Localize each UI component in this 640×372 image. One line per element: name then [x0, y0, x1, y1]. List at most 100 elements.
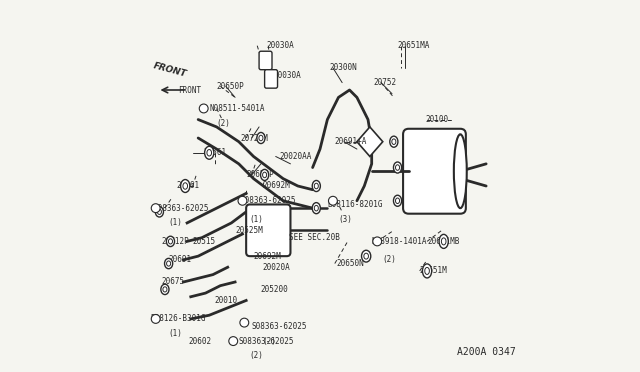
- Ellipse shape: [163, 287, 167, 292]
- Ellipse shape: [157, 209, 161, 214]
- Text: 20692M: 20692M: [253, 251, 282, 261]
- Text: 20651M: 20651M: [420, 266, 447, 275]
- Text: 20692M: 20692M: [263, 182, 291, 190]
- Text: S: S: [231, 337, 236, 342]
- Text: 20561: 20561: [176, 182, 199, 190]
- Text: B: B: [153, 315, 158, 320]
- Text: 20030A: 20030A: [266, 41, 294, 50]
- Ellipse shape: [164, 259, 173, 269]
- Text: (1): (1): [250, 215, 264, 224]
- Polygon shape: [357, 127, 383, 157]
- Ellipse shape: [183, 183, 188, 189]
- Text: 20010: 20010: [215, 296, 238, 305]
- Text: FRONT: FRONT: [178, 86, 201, 94]
- Text: 20675: 20675: [161, 278, 184, 286]
- Circle shape: [238, 196, 247, 205]
- Ellipse shape: [314, 205, 318, 211]
- Text: (1): (1): [168, 218, 182, 227]
- Ellipse shape: [161, 284, 169, 295]
- Ellipse shape: [207, 150, 212, 156]
- Text: FRONT: FRONT: [153, 61, 188, 79]
- Text: 20722M: 20722M: [241, 134, 268, 142]
- Text: 205200: 205200: [261, 285, 289, 294]
- Text: 20651MB: 20651MB: [427, 237, 460, 246]
- Ellipse shape: [312, 203, 321, 214]
- Text: N: N: [201, 105, 206, 110]
- Text: S08363-62025: S08363-62025: [239, 337, 294, 346]
- Ellipse shape: [422, 264, 432, 278]
- Ellipse shape: [431, 134, 445, 208]
- Ellipse shape: [392, 139, 396, 144]
- Text: S08363-62025: S08363-62025: [252, 322, 307, 331]
- Ellipse shape: [364, 253, 369, 259]
- Ellipse shape: [442, 238, 446, 245]
- FancyBboxPatch shape: [403, 129, 466, 214]
- Ellipse shape: [259, 135, 263, 141]
- Text: (2): (2): [250, 351, 264, 360]
- Ellipse shape: [390, 136, 398, 147]
- Text: 20650P: 20650P: [246, 170, 274, 179]
- Text: S08363-62025: S08363-62025: [241, 196, 296, 205]
- Circle shape: [328, 196, 337, 205]
- Ellipse shape: [168, 239, 173, 244]
- FancyBboxPatch shape: [259, 51, 272, 70]
- Ellipse shape: [260, 169, 269, 180]
- Ellipse shape: [362, 250, 371, 262]
- Text: S: S: [331, 197, 335, 202]
- Ellipse shape: [180, 180, 190, 192]
- Text: 20691+A: 20691+A: [335, 137, 367, 146]
- Text: (2): (2): [216, 119, 230, 128]
- Circle shape: [151, 314, 160, 323]
- Ellipse shape: [394, 195, 401, 206]
- Text: N: N: [374, 238, 380, 243]
- Ellipse shape: [156, 207, 163, 217]
- Ellipse shape: [205, 146, 214, 159]
- Text: 20602: 20602: [189, 337, 212, 346]
- FancyBboxPatch shape: [264, 70, 278, 88]
- Ellipse shape: [439, 234, 448, 248]
- Text: 20515: 20515: [193, 237, 216, 246]
- Text: B08126-B301G: B08126-B301G: [150, 314, 205, 323]
- Text: 20525M: 20525M: [235, 226, 263, 235]
- Text: 20651MA: 20651MA: [397, 41, 430, 50]
- Circle shape: [229, 337, 237, 346]
- Text: 20691: 20691: [168, 255, 192, 264]
- Text: B08116-8201G: B08116-8201G: [328, 200, 383, 209]
- Text: A200A 0347: A200A 0347: [456, 347, 515, 357]
- Text: 20020AA: 20020AA: [280, 152, 312, 161]
- Text: 20712P: 20712P: [161, 237, 189, 246]
- Ellipse shape: [166, 261, 171, 266]
- Text: 20300N: 20300N: [329, 63, 357, 72]
- Text: SEE SEC.20B: SEE SEC.20B: [289, 233, 339, 242]
- Text: (2): (2): [383, 255, 397, 264]
- Text: 20650P: 20650P: [216, 82, 244, 91]
- Circle shape: [372, 237, 381, 246]
- Ellipse shape: [396, 198, 399, 203]
- Ellipse shape: [166, 236, 175, 247]
- Text: N08511-5401A: N08511-5401A: [209, 104, 265, 113]
- Ellipse shape: [257, 132, 265, 144]
- Text: (2): (2): [263, 337, 276, 346]
- Ellipse shape: [425, 267, 429, 275]
- Text: S: S: [242, 319, 246, 324]
- Circle shape: [151, 204, 160, 212]
- Text: 20020A: 20020A: [263, 263, 291, 272]
- Text: S: S: [240, 197, 244, 202]
- Ellipse shape: [396, 165, 399, 170]
- Ellipse shape: [454, 134, 467, 208]
- Text: 20030A: 20030A: [274, 71, 301, 80]
- Text: 20100: 20100: [425, 115, 449, 124]
- Circle shape: [240, 318, 249, 327]
- Text: (1): (1): [168, 329, 182, 338]
- Ellipse shape: [262, 172, 267, 178]
- Text: 20561: 20561: [204, 148, 227, 157]
- Text: S: S: [154, 204, 158, 209]
- Text: N08918-1401A: N08918-1401A: [372, 237, 427, 246]
- Ellipse shape: [312, 180, 321, 192]
- Text: 20752: 20752: [374, 78, 397, 87]
- Ellipse shape: [314, 183, 318, 189]
- Text: S08363-62025: S08363-62025: [154, 203, 209, 213]
- Text: (3): (3): [339, 215, 353, 224]
- FancyBboxPatch shape: [246, 205, 291, 256]
- Text: 20650N: 20650N: [337, 259, 364, 268]
